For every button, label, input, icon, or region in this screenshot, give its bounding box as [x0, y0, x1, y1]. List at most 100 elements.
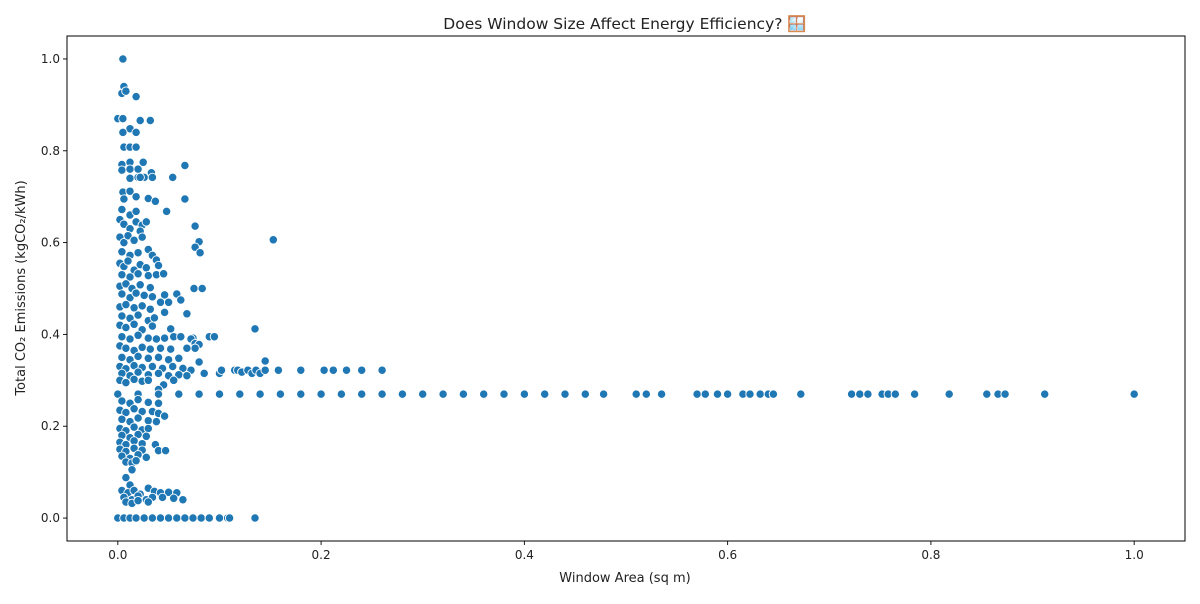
data-point [1129, 389, 1139, 399]
data-point [153, 352, 164, 363]
data-point [137, 342, 147, 352]
data-point [458, 389, 469, 399]
data-point [598, 389, 609, 399]
data-point [296, 389, 306, 399]
data-point [123, 256, 133, 266]
data-point [377, 365, 387, 375]
data-point [194, 357, 204, 367]
data-point [397, 389, 408, 399]
x-tick-label: 0.2 [312, 548, 331, 562]
data-point [119, 194, 129, 204]
data-point [982, 389, 992, 399]
data-point [127, 465, 137, 475]
data-point [129, 374, 139, 385]
y-tick-label: 0.2 [41, 419, 60, 433]
data-point [316, 389, 326, 399]
data-point [168, 172, 178, 183]
data-point [135, 172, 145, 183]
data-point [141, 431, 151, 441]
chart-title: Does Window Size Affect Energy Efficienc… [443, 14, 806, 33]
data-point [160, 445, 171, 456]
data-point [846, 389, 857, 399]
data-point [166, 344, 176, 354]
data-point [176, 295, 186, 305]
data-point [169, 493, 179, 503]
data-point [131, 513, 141, 523]
data-point [121, 322, 131, 333]
data-point [161, 206, 172, 217]
data-point [147, 513, 158, 523]
data-point [260, 356, 270, 366]
data-point [195, 248, 205, 258]
data-point [163, 355, 174, 365]
data-point [141, 452, 151, 463]
data-point [479, 389, 489, 399]
data-point [755, 389, 765, 399]
data-point [135, 280, 145, 290]
x-tick-label: 0.0 [108, 548, 127, 562]
data-point [141, 217, 151, 227]
data-point [147, 172, 158, 183]
data-point [143, 416, 153, 426]
data-point [189, 283, 199, 294]
data-point [641, 389, 651, 399]
data-point [197, 283, 207, 294]
data-point [117, 332, 127, 342]
plot-frame [66, 35, 1186, 542]
data-point [133, 269, 143, 279]
data-point [143, 375, 153, 385]
data-point [129, 404, 139, 414]
data-point [560, 389, 570, 399]
data-point [540, 389, 550, 399]
y-tick-label: 0.4 [41, 327, 60, 341]
data-point [169, 375, 179, 385]
data-point [119, 219, 129, 229]
data-point [147, 292, 158, 302]
data-point [438, 389, 448, 399]
data-point [153, 368, 164, 379]
data-point [133, 394, 143, 405]
x-axis: 0.0 0.2 0.4 0.6 0.8 1.0 [108, 541, 1144, 562]
data-point [155, 297, 166, 307]
data-point [121, 343, 131, 353]
data-point [275, 389, 286, 399]
data-point [125, 164, 135, 174]
data-point [139, 513, 149, 523]
data-point [137, 301, 147, 311]
data-point [141, 263, 151, 273]
data-point [178, 495, 188, 505]
data-point [143, 333, 153, 343]
data-point [118, 113, 128, 124]
data-point [250, 513, 260, 523]
data-point [143, 397, 153, 408]
data-point [153, 260, 164, 271]
y-axis-label: Total CO₂ Emissions (kgCO₂/kWh) [14, 180, 29, 396]
data-point [133, 413, 143, 423]
data-point [159, 290, 170, 300]
data-point [235, 389, 245, 399]
data-point [174, 353, 184, 363]
data-point [129, 235, 139, 245]
data-point [129, 319, 139, 329]
data-point [133, 495, 143, 506]
data-point [131, 456, 141, 466]
data-point [135, 115, 145, 126]
data-point [118, 54, 128, 64]
data-point [125, 272, 135, 282]
data-point [250, 324, 260, 334]
data-point [255, 389, 265, 399]
data-point [214, 389, 225, 399]
data-point [150, 196, 161, 206]
data-point [131, 91, 141, 102]
data-point [121, 472, 131, 483]
data-point [214, 513, 225, 523]
data-point [121, 299, 131, 310]
data-point [131, 192, 141, 202]
y-axis: 0.0 0.2 0.4 0.6 0.8 1.0 [41, 52, 67, 525]
data-point [113, 389, 123, 399]
data-point [224, 513, 235, 523]
data-point [163, 513, 174, 523]
data-point [796, 389, 806, 399]
data-point [155, 343, 166, 353]
data-point [143, 497, 153, 507]
